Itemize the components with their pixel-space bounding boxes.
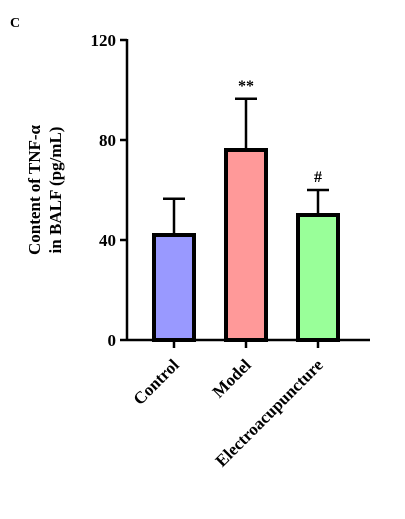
bar bbox=[224, 148, 268, 342]
y-tick-label: 80 bbox=[99, 131, 116, 150]
y-axis-title: Content of TNF-α in BALF (pg/mL) bbox=[25, 124, 65, 255]
bar bbox=[152, 233, 196, 342]
panel-label: C bbox=[10, 16, 20, 31]
y-tick-label: 120 bbox=[91, 31, 117, 50]
y-tick-label: 40 bbox=[99, 231, 116, 250]
x-tick-label: Model bbox=[209, 355, 255, 401]
y-axis-title-line: in BALF (pg/mL) bbox=[46, 127, 65, 254]
significance-label: ** bbox=[238, 78, 254, 95]
y-tick-label: 0 bbox=[108, 331, 117, 350]
x-tick-label: Control bbox=[130, 355, 183, 408]
bar bbox=[296, 213, 340, 342]
y-axis-title-line: Content of TNF-α bbox=[25, 124, 44, 255]
significance-label: # bbox=[314, 169, 322, 186]
